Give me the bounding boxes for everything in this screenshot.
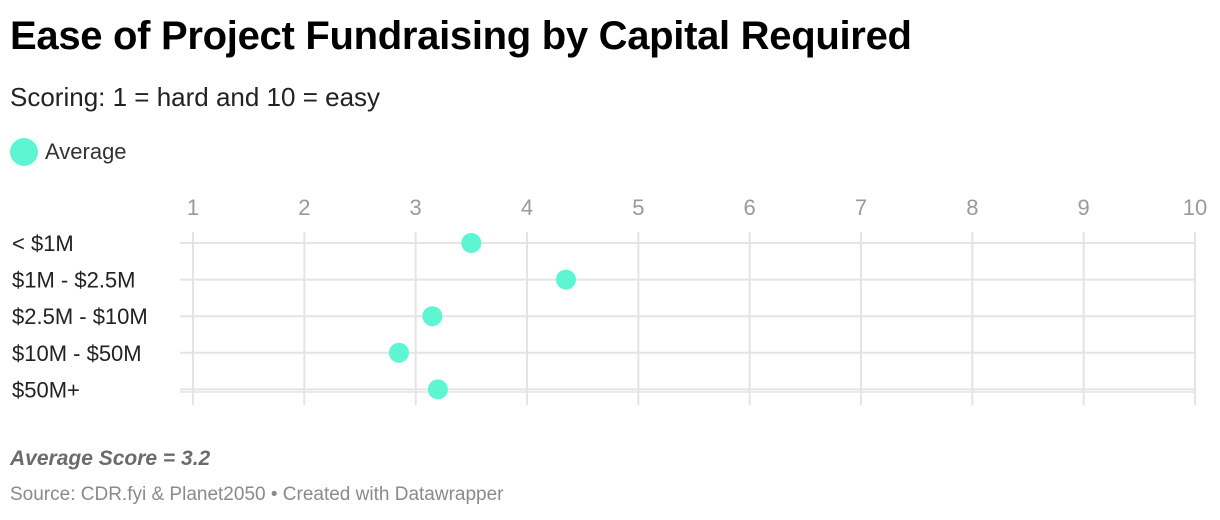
category-label: $2.5M - $10M: [12, 304, 148, 329]
legend-label-average: Average: [45, 139, 127, 164]
x-tick-label: 3: [410, 195, 422, 220]
source-footer: Source: CDR.fyi & Planet2050 • Created w…: [10, 484, 504, 505]
x-tick-label: 8: [966, 195, 978, 220]
x-tick-label: 10: [1183, 195, 1207, 220]
data-point: [555, 269, 576, 290]
x-tick-label: 5: [632, 195, 644, 220]
x-tick-label: 2: [298, 195, 310, 220]
x-tick-label: 9: [1078, 195, 1090, 220]
data-point: [422, 306, 443, 327]
category-label: $1M - $2.5M: [12, 268, 136, 293]
data-point: [388, 342, 409, 363]
data-point: [427, 379, 448, 400]
x-tick-label: 1: [187, 195, 199, 220]
chart-subtitle: Scoring: 1 = hard and 10 = easy: [10, 82, 381, 112]
legend: Average: [10, 138, 127, 166]
category-label: $10M - $50M: [12, 341, 142, 366]
dot-plot: 1 2 3 4 5 6 7 8 9 10 < $1M $1M - $2.5M $2.5M - $10M $…: [12, 195, 1207, 405]
x-tick-label: 7: [855, 195, 867, 220]
category-label: < $1M: [12, 231, 74, 256]
category-label: $50M+: [12, 377, 80, 402]
average-score-note: Average Score = 3.2: [10, 447, 211, 470]
legend-swatch-average: [10, 138, 38, 166]
x-tick-label: 4: [521, 195, 533, 220]
chart-title: Ease of Project Fundraising by Capital R…: [10, 14, 912, 58]
x-tick-label: 6: [744, 195, 756, 220]
data-point: [461, 233, 482, 253]
